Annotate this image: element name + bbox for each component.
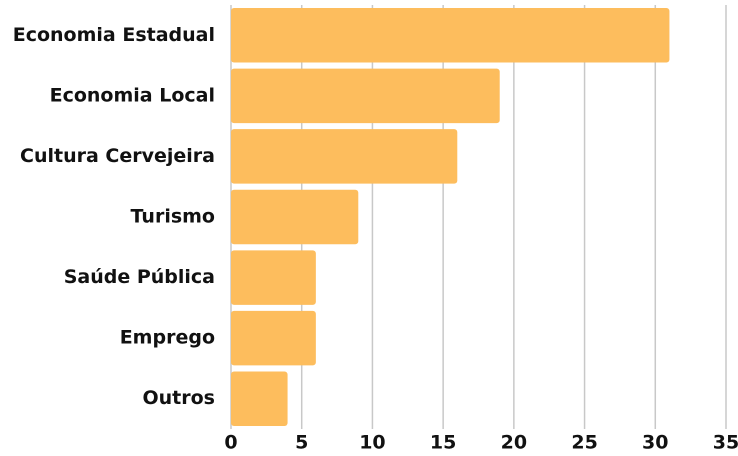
x-tick-label: 20 xyxy=(501,432,527,454)
x-tick-label: 0 xyxy=(224,432,237,454)
y-tick-label: Outros xyxy=(143,387,216,409)
x-tick-label: 15 xyxy=(430,432,456,454)
y-tick-label: Turismo xyxy=(131,206,215,228)
y-tick-label: Saúde Pública xyxy=(64,266,215,288)
y-tick-label: Economia Local xyxy=(50,84,215,106)
y-tick-label: Economia Estadual xyxy=(13,24,215,46)
bar xyxy=(231,371,288,426)
y-tick-label: Cultura Cervejeira xyxy=(20,145,215,167)
x-tick-label: 5 xyxy=(295,432,308,454)
bar xyxy=(231,310,316,366)
x-tick-label: 30 xyxy=(642,432,668,454)
x-tick-label: 10 xyxy=(359,432,385,454)
y-tick-label: Emprego xyxy=(120,327,215,349)
bar xyxy=(231,189,359,245)
x-tick-label: 25 xyxy=(571,432,597,454)
bar xyxy=(231,68,500,124)
bar xyxy=(231,129,458,184)
x-tick-label: 35 xyxy=(713,432,738,454)
bar xyxy=(231,250,316,305)
bar xyxy=(231,8,670,63)
